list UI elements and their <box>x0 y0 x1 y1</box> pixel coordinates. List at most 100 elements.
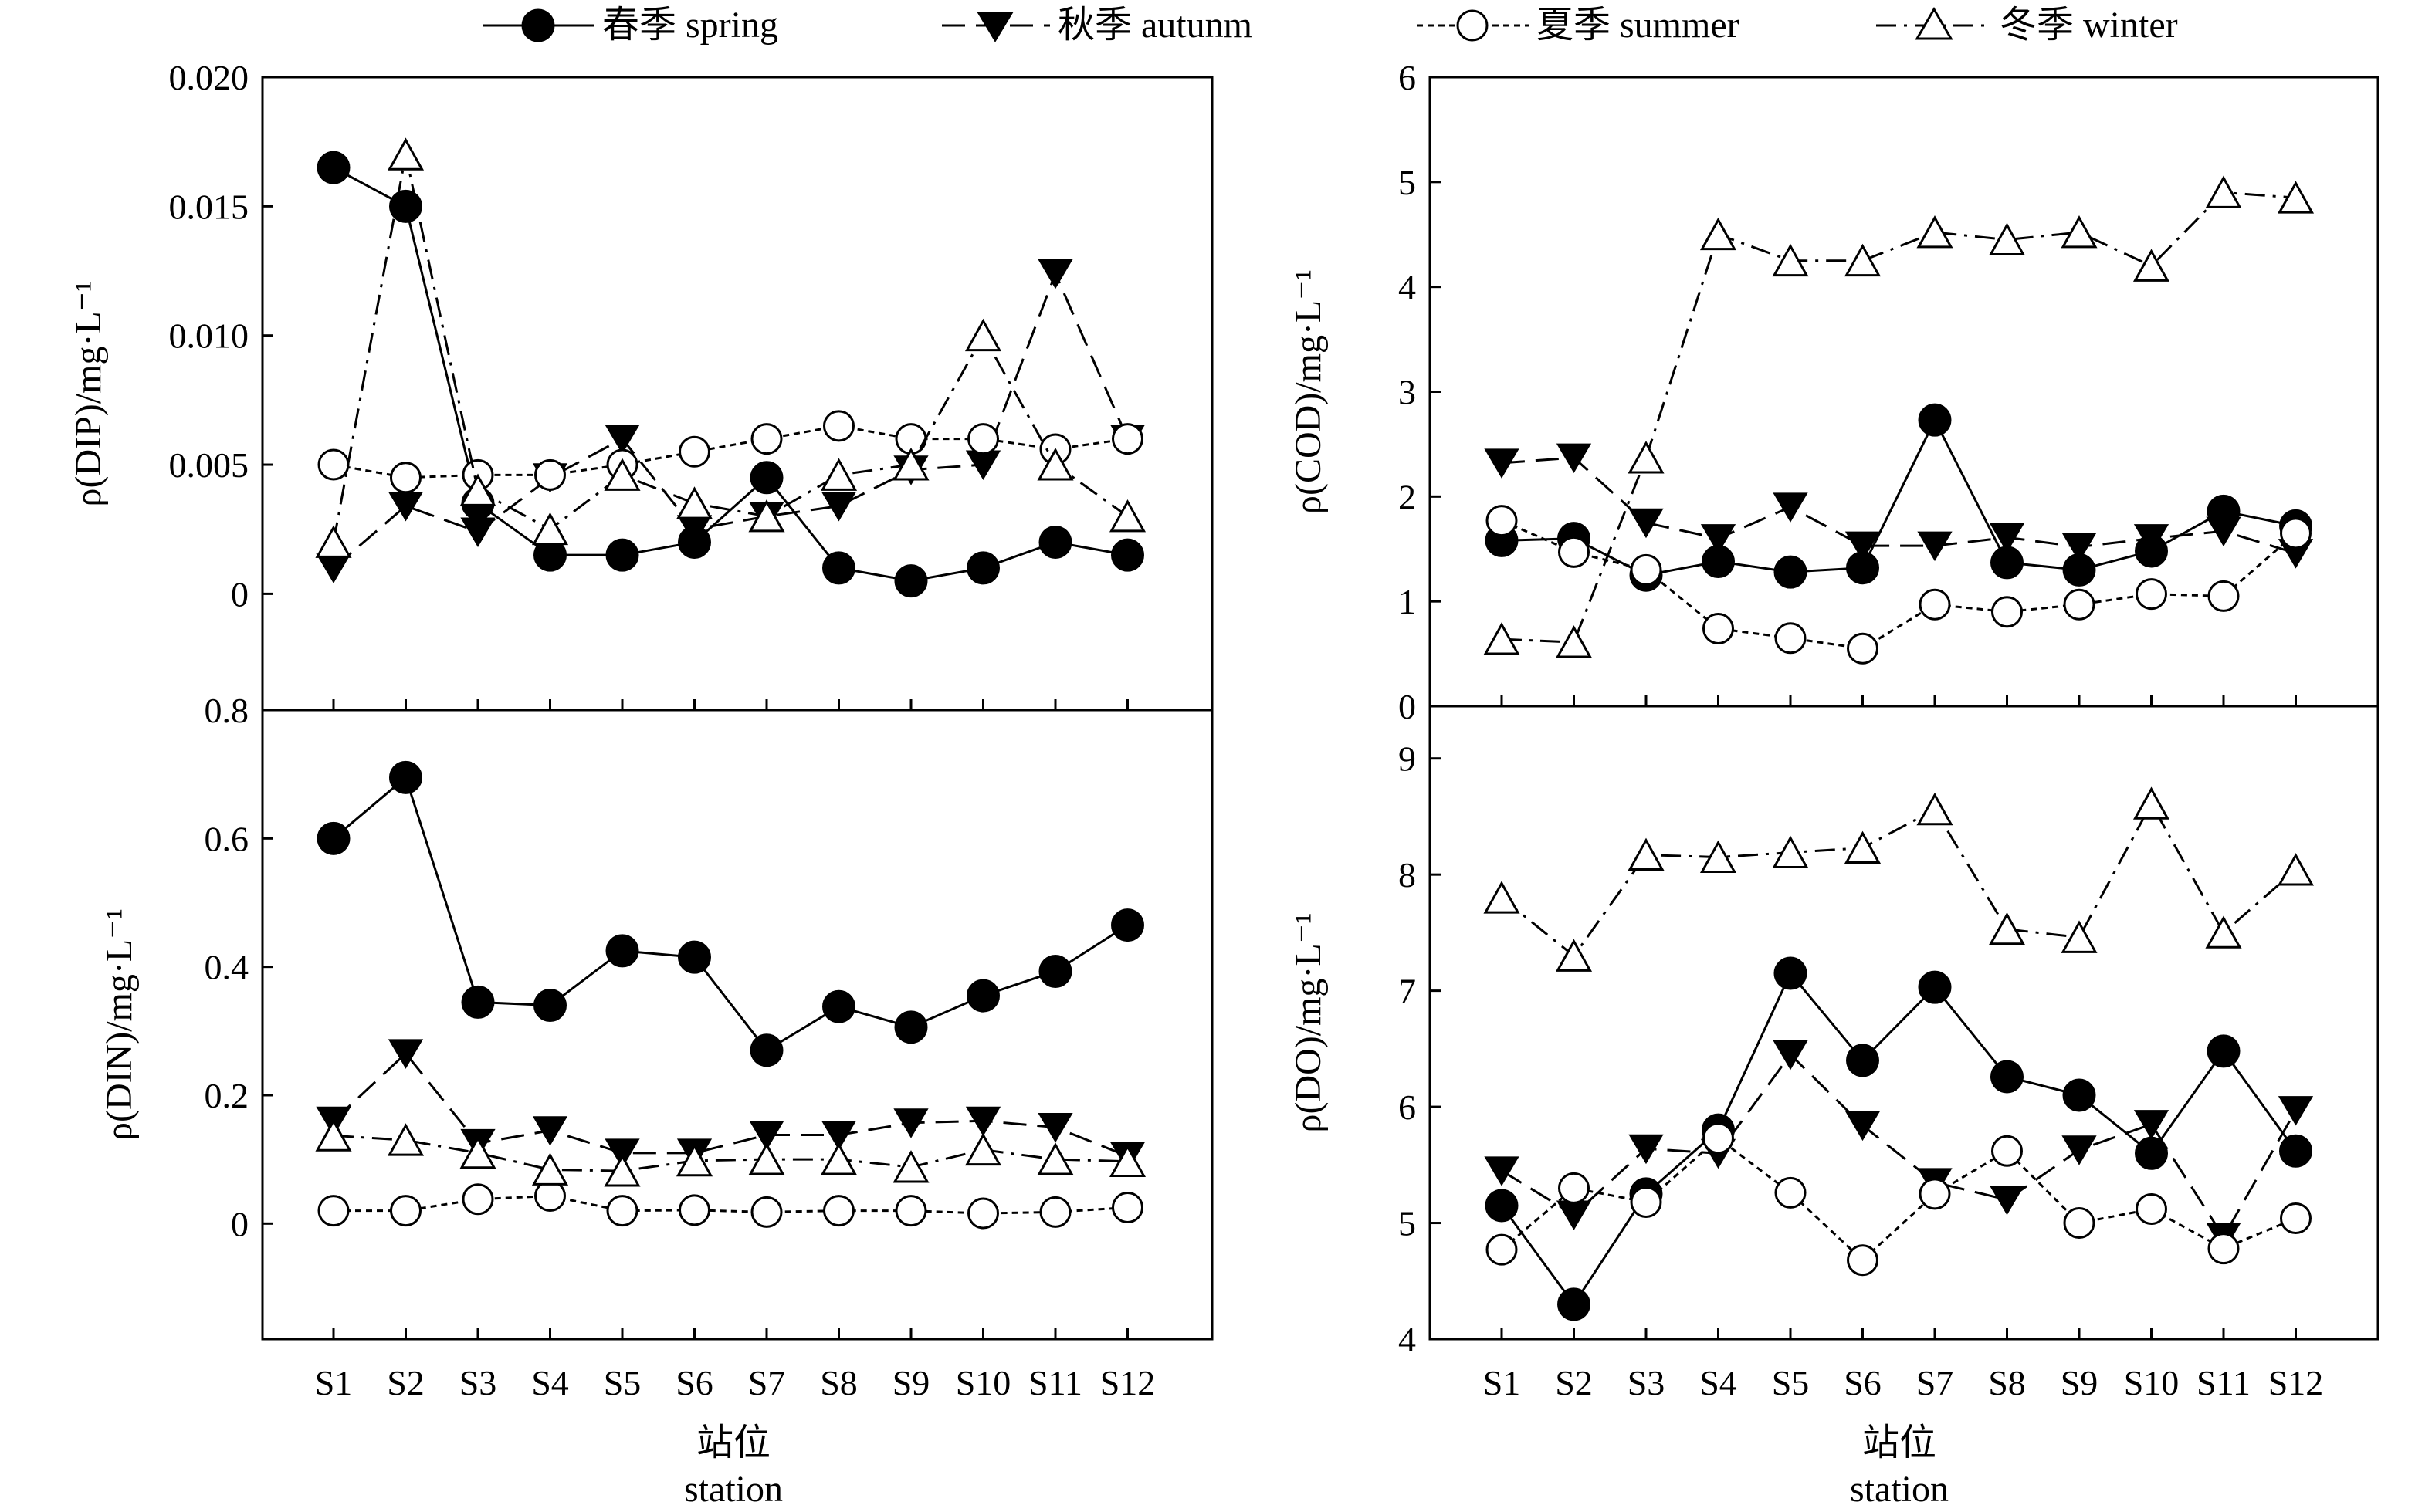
data-point-summer <box>1919 1178 1951 1210</box>
data-point-summer <box>1991 596 2023 628</box>
data-point-summer <box>1558 1172 1590 1204</box>
data-point-winter <box>820 458 858 491</box>
series-line-summer <box>334 1195 1128 1215</box>
data-point-winter <box>1628 441 1665 474</box>
data-point-spring <box>822 551 855 585</box>
data-point-winter <box>531 512 569 546</box>
data-point-summer <box>1112 1192 1143 1224</box>
data-point-summer <box>2136 578 2167 611</box>
data-point-autumn <box>2133 1110 2169 1140</box>
data-point-winter <box>459 473 496 506</box>
x-tick-label: S12 <box>1100 1363 1156 1402</box>
series-autumn <box>316 1039 1146 1172</box>
data-point-winter <box>1699 217 1737 251</box>
data-point-autumn <box>893 1108 929 1138</box>
data-point-summer <box>895 1195 927 1227</box>
data-point-autumn <box>605 425 640 455</box>
data-point-winter <box>2205 175 2242 208</box>
legend-item-spring: 春季 spring <box>483 5 778 46</box>
data-point-summer <box>967 423 999 455</box>
series-line-autumn <box>1501 1053 2297 1240</box>
data-point-summer <box>1847 1244 1878 1277</box>
data-point-spring <box>317 151 351 184</box>
y-axis-label: ρ(DO)/mg·L⁻¹ <box>1288 913 1329 1133</box>
series-autumn <box>316 259 1146 583</box>
data-point-summer <box>1558 536 1590 568</box>
y-tick-label: 0.2 <box>205 1076 249 1115</box>
data-point-winter <box>893 448 930 481</box>
data-point-winter <box>2277 181 2315 214</box>
data-point-spring <box>605 934 639 968</box>
data-point-autumn <box>1484 1156 1519 1186</box>
data-point-winter <box>1109 499 1147 533</box>
data-point-summer <box>750 423 783 455</box>
data-point-winter <box>604 458 641 491</box>
data-point-winter <box>1037 1142 1074 1175</box>
data-point-spring <box>750 461 784 495</box>
plot-frame <box>261 76 1214 712</box>
data-point-winter <box>1483 622 1520 655</box>
data-point-spring <box>1557 1287 1590 1321</box>
data-point-winter <box>2061 920 2098 953</box>
data-point-spring <box>822 989 855 1023</box>
chart-panel-do: 4 5 6 7 8 9 S1 S2 S3 S4 S5 S6 S7 S8 S9 S10 S11 S12 ρ(DO)/m… <box>1288 705 2379 1402</box>
data-point-summer <box>2280 1202 2312 1235</box>
data-point-winter <box>315 1118 352 1152</box>
data-point-summer <box>967 1197 999 1230</box>
x-tick-label: S4 <box>1699 1363 1737 1402</box>
data-point-autumn <box>1773 492 1808 523</box>
y-tick-label: 0.020 <box>169 58 249 97</box>
data-point-winter <box>1772 243 1809 277</box>
data-point-summer <box>317 448 350 481</box>
series-line-spring <box>1500 971 2297 1307</box>
x-tick-label: S11 <box>2197 1363 2251 1402</box>
data-point-spring <box>1038 525 1072 559</box>
data-point-spring <box>967 979 1000 1013</box>
data-point-winter <box>459 1135 496 1169</box>
data-point-autumn <box>1628 1134 1664 1165</box>
data-point-summer <box>1112 423 1143 455</box>
data-point-winter <box>531 1152 569 1186</box>
chart-panel-dip: 0 0.005 0.010 0.015 0.020 ρ(DIP)/mg·L⁻¹ <box>68 58 1214 712</box>
data-point-summer <box>534 458 566 491</box>
legend: 春季 spring 秋季 autunm 夏季 summer 冬季 winter <box>483 5 2178 46</box>
data-point-winter <box>1772 835 1809 868</box>
data-point-summer <box>1485 505 1518 537</box>
data-point-summer <box>2207 1233 2240 1265</box>
y-tick-label: 4 <box>1398 1320 1416 1359</box>
data-point-winter <box>1555 625 1593 658</box>
data-point-summer <box>1991 1135 2023 1167</box>
y-tick-label: 0.015 <box>169 187 249 226</box>
x-tick-label: S3 <box>1628 1363 1665 1402</box>
data-point-spring <box>1918 970 1952 1004</box>
data-point-winter <box>893 1150 930 1183</box>
data-point-spring <box>1918 403 1952 437</box>
series-line-winter <box>1501 801 2297 958</box>
data-point-spring <box>1990 1060 2024 1094</box>
data-point-autumn <box>2206 516 2241 547</box>
legend-label-spring: 春季 spring <box>602 5 778 46</box>
y-tick-label: 0.8 <box>205 691 249 730</box>
y-tick-label: 0.010 <box>169 316 249 356</box>
data-point-winter <box>1109 1144 1147 1178</box>
series-autumn <box>1484 443 2314 569</box>
data-point-summer <box>2063 1207 2095 1240</box>
x-tick-label: S4 <box>531 1363 569 1402</box>
data-point-summer <box>823 1195 855 1227</box>
series-line-autumn <box>1501 456 2296 555</box>
data-point-spring <box>1485 1189 1519 1223</box>
data-point-autumn <box>1628 508 1664 539</box>
data-point-summer <box>679 1194 710 1226</box>
y-tick-label: 0 <box>231 1204 249 1243</box>
data-point-autumn <box>1700 524 1736 554</box>
data-point-winter <box>1037 448 1074 481</box>
data-point-summer <box>1774 1176 1807 1209</box>
data-point-autumn <box>1556 443 1592 474</box>
series-line-winter <box>332 154 1129 543</box>
y-tick-label: 9 <box>1398 739 1416 779</box>
series-line-spring <box>333 775 1129 1052</box>
data-point-autumn <box>1844 1111 1881 1142</box>
data-point-spring <box>389 189 422 223</box>
series-summer <box>1485 1122 2312 1277</box>
data-point-winter <box>2132 786 2170 820</box>
